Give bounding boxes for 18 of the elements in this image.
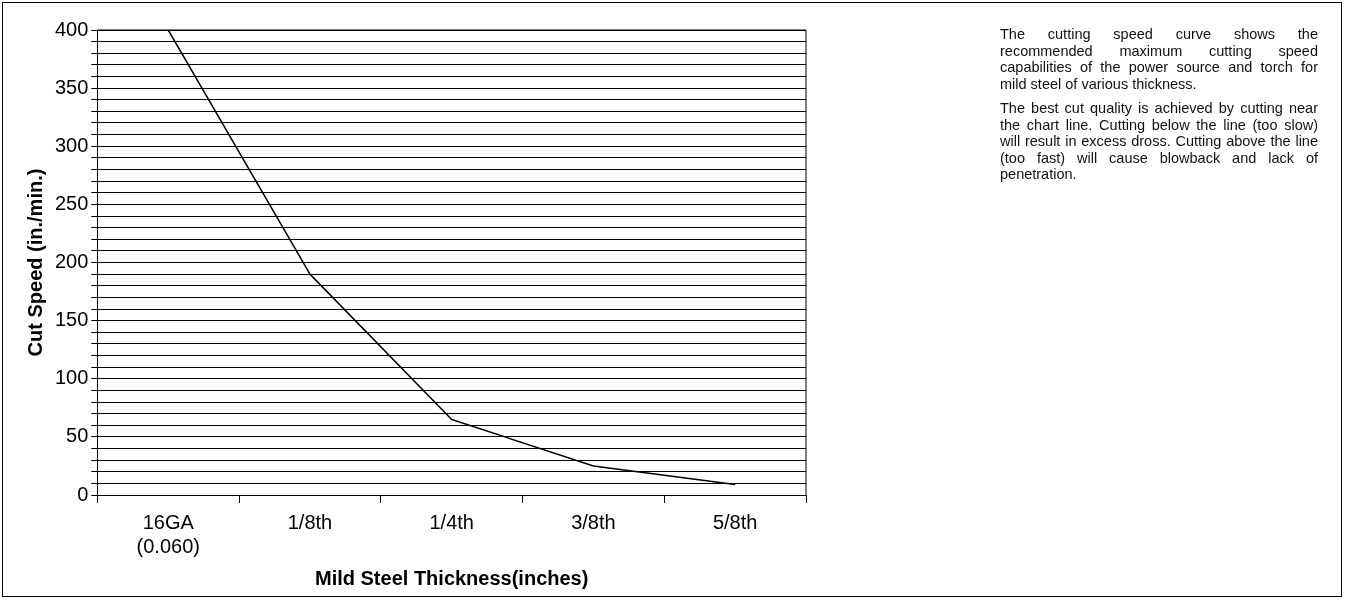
x-tick-label: 16GA (0.060) xyxy=(136,510,200,557)
y-axis-title: Cut Speed (in./min.) xyxy=(23,168,46,357)
x-tick-label: 5/8th xyxy=(712,510,758,533)
text: The cutting speed curve shows the recommended maximum cutting speed capabilities of the power source and torch for mild steel of various thickness. xyxy=(1000,26,1318,92)
text: The best cut quality is achieved by cutting near the chart line. Cutting below the line (too slow) will result in excess dross. Cutting above the line (too fast) will cause blowback and lack of penetration. xyxy=(1000,100,1318,183)
y-tick-label: 0 xyxy=(77,482,89,505)
y-tick-label: 150 xyxy=(54,308,89,331)
y-tick-label: 200 xyxy=(54,250,89,273)
y-tick-label: 300 xyxy=(54,133,89,156)
x-axis-title: Mild Steel Thickness(inches) xyxy=(314,566,589,589)
y-tick-label: 350 xyxy=(54,75,89,98)
y-tick-label: 50 xyxy=(66,424,89,447)
y-tick-label: 100 xyxy=(54,366,89,389)
y-tick-label: 250 xyxy=(54,191,89,214)
y-tick-label: 400 xyxy=(54,17,89,40)
x-tick-label: 1/8th xyxy=(287,510,333,533)
x-tick-label: 3/8th xyxy=(571,510,616,533)
x-tick-label: 1/4th xyxy=(429,510,474,533)
